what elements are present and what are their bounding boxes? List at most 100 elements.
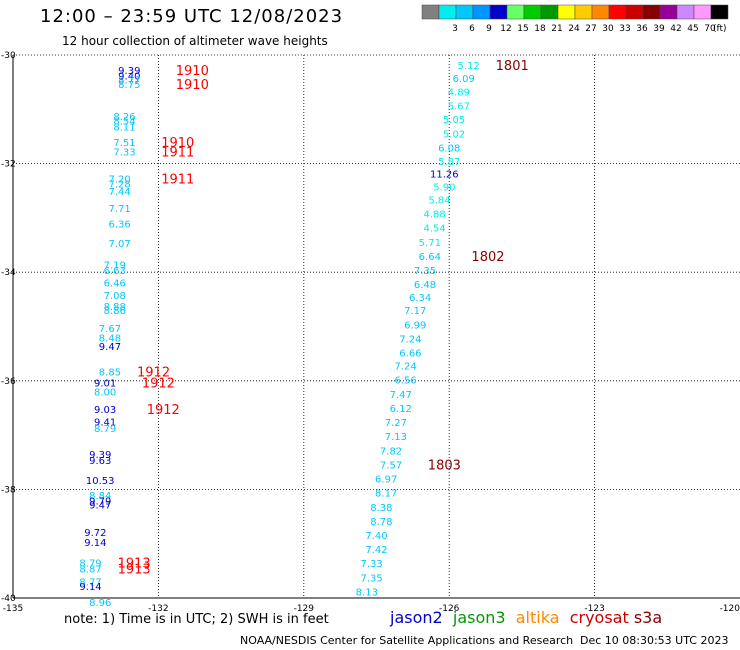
legend-tick-label: 12 — [500, 24, 511, 34]
pass-time-label: 1910 — [176, 78, 209, 93]
wave-height-value: 8.79 — [94, 424, 116, 435]
wave-height-value: 6.97 — [375, 475, 397, 486]
x-tick-label: -129 — [294, 604, 315, 614]
wave-height-value: 6.63 — [104, 266, 126, 277]
wave-height-value: 6.34 — [409, 293, 431, 304]
wave-height-value: 7.07 — [108, 239, 130, 250]
wave-height-value: 9.79 — [89, 496, 111, 507]
legend-tick-label: 21 — [551, 24, 562, 34]
wave-height-value: 7.20 — [108, 174, 130, 185]
wave-height-value: 9.39 — [89, 450, 111, 461]
wave-height-value: 8.84 — [89, 491, 111, 502]
wave-height-value: 6.99 — [404, 320, 426, 331]
pass-time-label: 1803 — [428, 458, 461, 473]
wave-height-value: 5.87 — [438, 157, 460, 168]
wave-height-value: 6.48 — [414, 280, 436, 291]
wave-height-value: 7.19 — [104, 261, 126, 272]
legend-swatch — [710, 4, 729, 20]
legend-unit: (ft) — [713, 24, 727, 34]
wave-height-value: 7.42 — [365, 545, 387, 556]
wave-height-value: 9.39 — [118, 66, 140, 77]
pass-time-label: 1912 — [142, 376, 175, 391]
wave-height-value: 6.36 — [108, 219, 130, 230]
x-tick-label: -120 — [720, 604, 740, 614]
wave-height-value: 6.56 — [394, 376, 416, 387]
wave-height-value: 8.48 — [99, 333, 121, 344]
pass-time-label: 1910 — [161, 136, 194, 151]
wave-height-value: 9.03 — [94, 405, 116, 416]
wave-height-value: 9.47 — [89, 501, 111, 512]
wave-height-value: 9.14 — [79, 582, 101, 593]
wave-height-value: 5.90 — [433, 182, 455, 193]
wave-height-value: 8.86 — [104, 306, 126, 317]
wave-height-value: 8.75 — [118, 80, 140, 91]
wave-height-value: 8.77 — [79, 578, 101, 589]
satellite-name: cryosat — [569, 608, 629, 627]
pass-time-label: 1913 — [118, 563, 151, 578]
wave-height-value: 4.88 — [424, 210, 446, 221]
wave-height-value: 7.57 — [380, 460, 402, 471]
pass-time-label: 1912 — [147, 403, 180, 418]
legend-tick-label: 39 — [653, 24, 665, 34]
wave-height-value: 7.44 — [108, 187, 130, 198]
wave-height-value: 7.33 — [361, 559, 383, 570]
wave-height-value: 9.14 — [84, 538, 106, 549]
legend-tick-label: 24 — [568, 24, 580, 34]
wave-height-value: 6.46 — [104, 279, 126, 290]
wave-height-value: 7.28 — [108, 180, 130, 191]
y-tick-label: -34 — [1, 268, 16, 278]
wave-height-value: 9.40 — [118, 72, 140, 83]
pass-time-label: 1911 — [161, 172, 194, 187]
legend-tick-label: 3 — [452, 24, 458, 34]
pass-time-label: 1913 — [118, 557, 151, 572]
wave-height-value: 7.40 — [365, 531, 387, 542]
wave-height-value: 6.08 — [438, 143, 460, 154]
satellite-name: jason2 — [390, 608, 443, 627]
wave-height-value: 8.87 — [79, 565, 101, 576]
credit-line: NOAA/NESDIS Center for Satellite Applica… — [240, 634, 574, 647]
wave-height-value: 5.67 — [448, 101, 470, 112]
legend-tick-label: 18 — [534, 24, 546, 34]
wave-height-value: 4.89 — [448, 87, 470, 98]
wave-height-value: 7.67 — [99, 324, 121, 335]
wave-height-value: 8.38 — [370, 503, 392, 514]
wave-height-value: 7.47 — [390, 390, 412, 401]
legend-tick-label: 30 — [602, 24, 614, 34]
wave-height-value: 8.79 — [79, 559, 101, 570]
page-title: 12:00 – 23:59 UTC 12/08/2023 — [40, 6, 344, 27]
wave-height-value: 7.51 — [113, 138, 135, 149]
y-tick-label: -30 — [1, 51, 16, 61]
x-tick-label: -135 — [3, 604, 23, 614]
wave-height-value: 9.41 — [94, 418, 116, 429]
wave-height-value: 6.66 — [399, 349, 421, 360]
wave-height-value: 7.08 — [104, 291, 126, 302]
wave-height-value: 5.02 — [443, 130, 465, 141]
wave-height-value: 5.71 — [419, 238, 441, 249]
wave-height-value: 6.64 — [419, 252, 441, 263]
wave-height-value: 8.00 — [94, 388, 116, 399]
pass-time-label: 1801 — [496, 59, 529, 74]
wave-height-value: 5.84 — [428, 195, 450, 206]
color-legend: 3 6 9 12 15 18 21 24 27 30 33 36 39 42 45 70(ft) — [421, 4, 729, 34]
wave-height-value: 5.05 — [443, 115, 465, 126]
wave-height-value: 7.27 — [385, 418, 407, 429]
wave-height-value: 7.35 — [414, 266, 436, 277]
wave-height-value: 4.54 — [424, 224, 446, 235]
legend-tick-label: 45 — [687, 24, 698, 34]
wave-height-value: 8.77 — [118, 75, 140, 86]
x-tick-label: -123 — [584, 604, 604, 614]
pass-time-label: 1910 — [176, 64, 209, 79]
wave-height-value: 7.82 — [380, 446, 402, 457]
x-tick-label: -132 — [148, 604, 168, 614]
wave-height-value: 9.47 — [99, 342, 121, 353]
pass-time-label: 1802 — [471, 250, 504, 265]
pass-time-label: 1911 — [161, 146, 194, 161]
wave-height-value: 6.12 — [390, 404, 412, 415]
satellite-legend: jason2 jason3 altika cryosat s3a — [390, 608, 662, 627]
satellite-name: s3a — [633, 608, 663, 627]
wave-height-value: 8.26 — [113, 112, 135, 123]
wave-height-value: 7.17 — [404, 306, 426, 317]
wave-height-value: 8.78 — [370, 517, 392, 528]
wave-height-value: 9.72 — [84, 528, 106, 539]
